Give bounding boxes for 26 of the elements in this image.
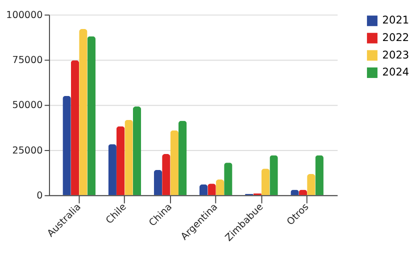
bar (108, 144, 116, 196)
bar (178, 120, 187, 196)
bar (124, 120, 133, 196)
bar (170, 130, 178, 196)
bar (154, 170, 162, 196)
y-tick-label: 25000 (12, 145, 43, 156)
bar (261, 168, 270, 196)
legend-label: 2021 (382, 14, 410, 27)
bar (70, 60, 80, 196)
bar (270, 155, 278, 196)
bar (315, 155, 324, 196)
bar (162, 154, 170, 196)
bar (62, 96, 71, 196)
y-tick-label: 100000 (6, 10, 43, 21)
bar (216, 179, 224, 196)
bar (79, 29, 88, 196)
bar (116, 126, 125, 196)
y-tick-label: 50000 (12, 100, 43, 112)
bar (132, 106, 142, 196)
y-tick-label: 0 (36, 190, 43, 202)
bar (199, 184, 208, 196)
legend-label: 2024 (382, 66, 410, 79)
legend-label: 2022 (382, 32, 410, 44)
y-tick-label: 75000 (12, 55, 43, 66)
legend-label: 2023 (382, 49, 410, 62)
bar (87, 36, 96, 196)
